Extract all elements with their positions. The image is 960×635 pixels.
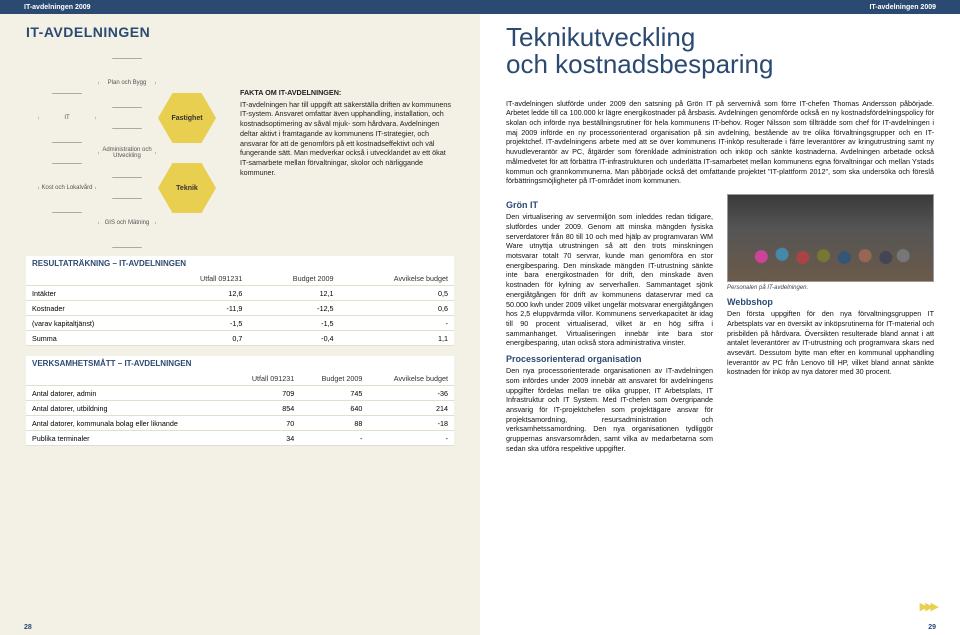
arrows-icon: ▶▶▶ bbox=[920, 600, 936, 613]
t1r1c1: -11,9 bbox=[154, 301, 248, 316]
t1h2: Budget 2009 bbox=[248, 271, 339, 286]
t1h0 bbox=[26, 271, 154, 286]
t1h3: Avvikelse budget bbox=[340, 271, 454, 286]
webb-heading: Webbshop bbox=[727, 297, 934, 307]
t2r2c3: -18 bbox=[368, 416, 454, 431]
fakta-body: IT-avdelningen har till uppgift att säke… bbox=[240, 100, 451, 177]
t2r1c1: 854 bbox=[230, 401, 300, 416]
page-left: IT-avdelningen 2009 IT-AVDELNINGEN Plan … bbox=[0, 0, 480, 635]
t1r2c0: (varav kapitaltjänst) bbox=[26, 316, 154, 331]
fakta-title: FAKTA OM IT-AVDELNINGEN: bbox=[240, 88, 454, 98]
page-number-left: 28 bbox=[24, 624, 32, 631]
main-title-l1: Teknikutveckling bbox=[506, 22, 695, 52]
t1r3c3: 1,1 bbox=[340, 331, 454, 346]
hex-it: IT bbox=[38, 93, 96, 143]
t2r0c0: Antal datorer, admin bbox=[26, 386, 230, 401]
t2r0c1: 709 bbox=[230, 386, 300, 401]
header-right: IT-avdelningen 2009 bbox=[480, 0, 960, 14]
hex-plan: Plan och Bygg bbox=[98, 58, 156, 108]
staff-photo bbox=[727, 194, 934, 282]
fakta-box: FAKTA OM IT-AVDELNINGEN: IT-avdelningen … bbox=[240, 48, 454, 238]
table2: Utfall 091231 Budget 2009 Avvikelse budg… bbox=[26, 371, 454, 446]
hex-admin: Administration och Utveckling bbox=[98, 128, 156, 178]
t2h3: Avvikelse budget bbox=[368, 371, 454, 386]
table2-title: VERKSAMHETSMÅTT – IT-AVDELNINGEN bbox=[26, 356, 454, 371]
t2r3c3: - bbox=[368, 431, 454, 446]
t1r3c1: 0,7 bbox=[154, 331, 248, 346]
photo-caption: Personalen på IT-avdelningen. bbox=[727, 285, 934, 291]
t1r1c3: 0,6 bbox=[340, 301, 454, 316]
t1r3c2: -0,4 bbox=[248, 331, 339, 346]
t1r1c0: Kostnader bbox=[26, 301, 154, 316]
hex-fastighet: Fastighet bbox=[158, 93, 216, 143]
hex-teknik: Teknik bbox=[158, 163, 216, 213]
t2r1c2: 640 bbox=[300, 401, 368, 416]
t2h0 bbox=[26, 371, 230, 386]
t1r1c2: -12,5 bbox=[248, 301, 339, 316]
t2r1c0: Antal datorer, utbildning bbox=[26, 401, 230, 416]
t2h1: Utfall 091231 bbox=[230, 371, 300, 386]
section-label: IT-AVDELNINGEN bbox=[26, 24, 454, 40]
tables-block: RESULTATRÄKNING – IT-AVDELNINGEN Utfall … bbox=[26, 256, 454, 446]
col-right: Personalen på IT-avdelningen. Webbshop D… bbox=[727, 194, 934, 454]
header-left: IT-avdelningen 2009 bbox=[0, 0, 480, 14]
t2r3c1: 34 bbox=[230, 431, 300, 446]
gronit-heading: Grön IT bbox=[506, 200, 713, 210]
table1: Utfall 091231 Budget 2009 Avvikelse budg… bbox=[26, 271, 454, 346]
t2r2c1: 70 bbox=[230, 416, 300, 431]
t2r0c2: 745 bbox=[300, 386, 368, 401]
main-title-l2: och kostnadsbesparing bbox=[506, 49, 773, 79]
gronit-text: Den virtualisering av servermiljön som i… bbox=[506, 212, 713, 348]
columns: Grön IT Den virtualisering av servermilj… bbox=[506, 194, 934, 454]
t2h2: Budget 2009 bbox=[300, 371, 368, 386]
t2r1c3: 214 bbox=[368, 401, 454, 416]
proc-text: Den nya processorienterade organisatione… bbox=[506, 366, 713, 453]
t2r2c0: Antal datorer, kommunala bolag eller lik… bbox=[26, 416, 230, 431]
t2r3c0: Publika terminaler bbox=[26, 431, 230, 446]
t2r2c2: 88 bbox=[300, 416, 368, 431]
page-number-right: 29 bbox=[928, 624, 936, 631]
header-left-text: IT-avdelningen 2009 bbox=[24, 4, 91, 11]
t2r0c3: -36 bbox=[368, 386, 454, 401]
header-right-text: IT-avdelningen 2009 bbox=[869, 4, 936, 11]
page-right: IT-avdelningen 2009 Teknikutveckling och… bbox=[480, 0, 960, 635]
col-left: Grön IT Den virtualisering av servermilj… bbox=[506, 194, 713, 454]
t2r3c2: - bbox=[300, 431, 368, 446]
t1r0c3: 0,5 bbox=[340, 286, 454, 301]
t1r3c0: Summa bbox=[26, 331, 154, 346]
t1r0c2: 12,1 bbox=[248, 286, 339, 301]
hex-gis: GIS och Mätning bbox=[98, 198, 156, 248]
spread: IT-avdelningen 2009 IT-AVDELNINGEN Plan … bbox=[0, 0, 960, 635]
t1r2c2: -1,5 bbox=[248, 316, 339, 331]
t1r2c1: -1,5 bbox=[154, 316, 248, 331]
main-title: Teknikutveckling och kostnadsbesparing bbox=[506, 24, 934, 79]
t1h1: Utfall 091231 bbox=[154, 271, 248, 286]
hex-kost: Kost och Lokalvård bbox=[38, 163, 96, 213]
table1-title: RESULTATRÄKNING – IT-AVDELNINGEN bbox=[26, 256, 454, 271]
t1r0c1: 12,6 bbox=[154, 286, 248, 301]
proc-heading: Processorienterad organisation bbox=[506, 354, 713, 364]
top-row: Plan och Bygg IT Fastighet Administratio… bbox=[26, 48, 454, 238]
intro-text: IT-avdelningen slutförde under 2009 den … bbox=[506, 99, 934, 186]
hex-diagram: Plan och Bygg IT Fastighet Administratio… bbox=[26, 48, 226, 238]
t1r0c0: Intäkter bbox=[26, 286, 154, 301]
webb-text: Den första uppgiften för den nya förvalt… bbox=[727, 309, 934, 377]
t1r2c3: - bbox=[340, 316, 454, 331]
